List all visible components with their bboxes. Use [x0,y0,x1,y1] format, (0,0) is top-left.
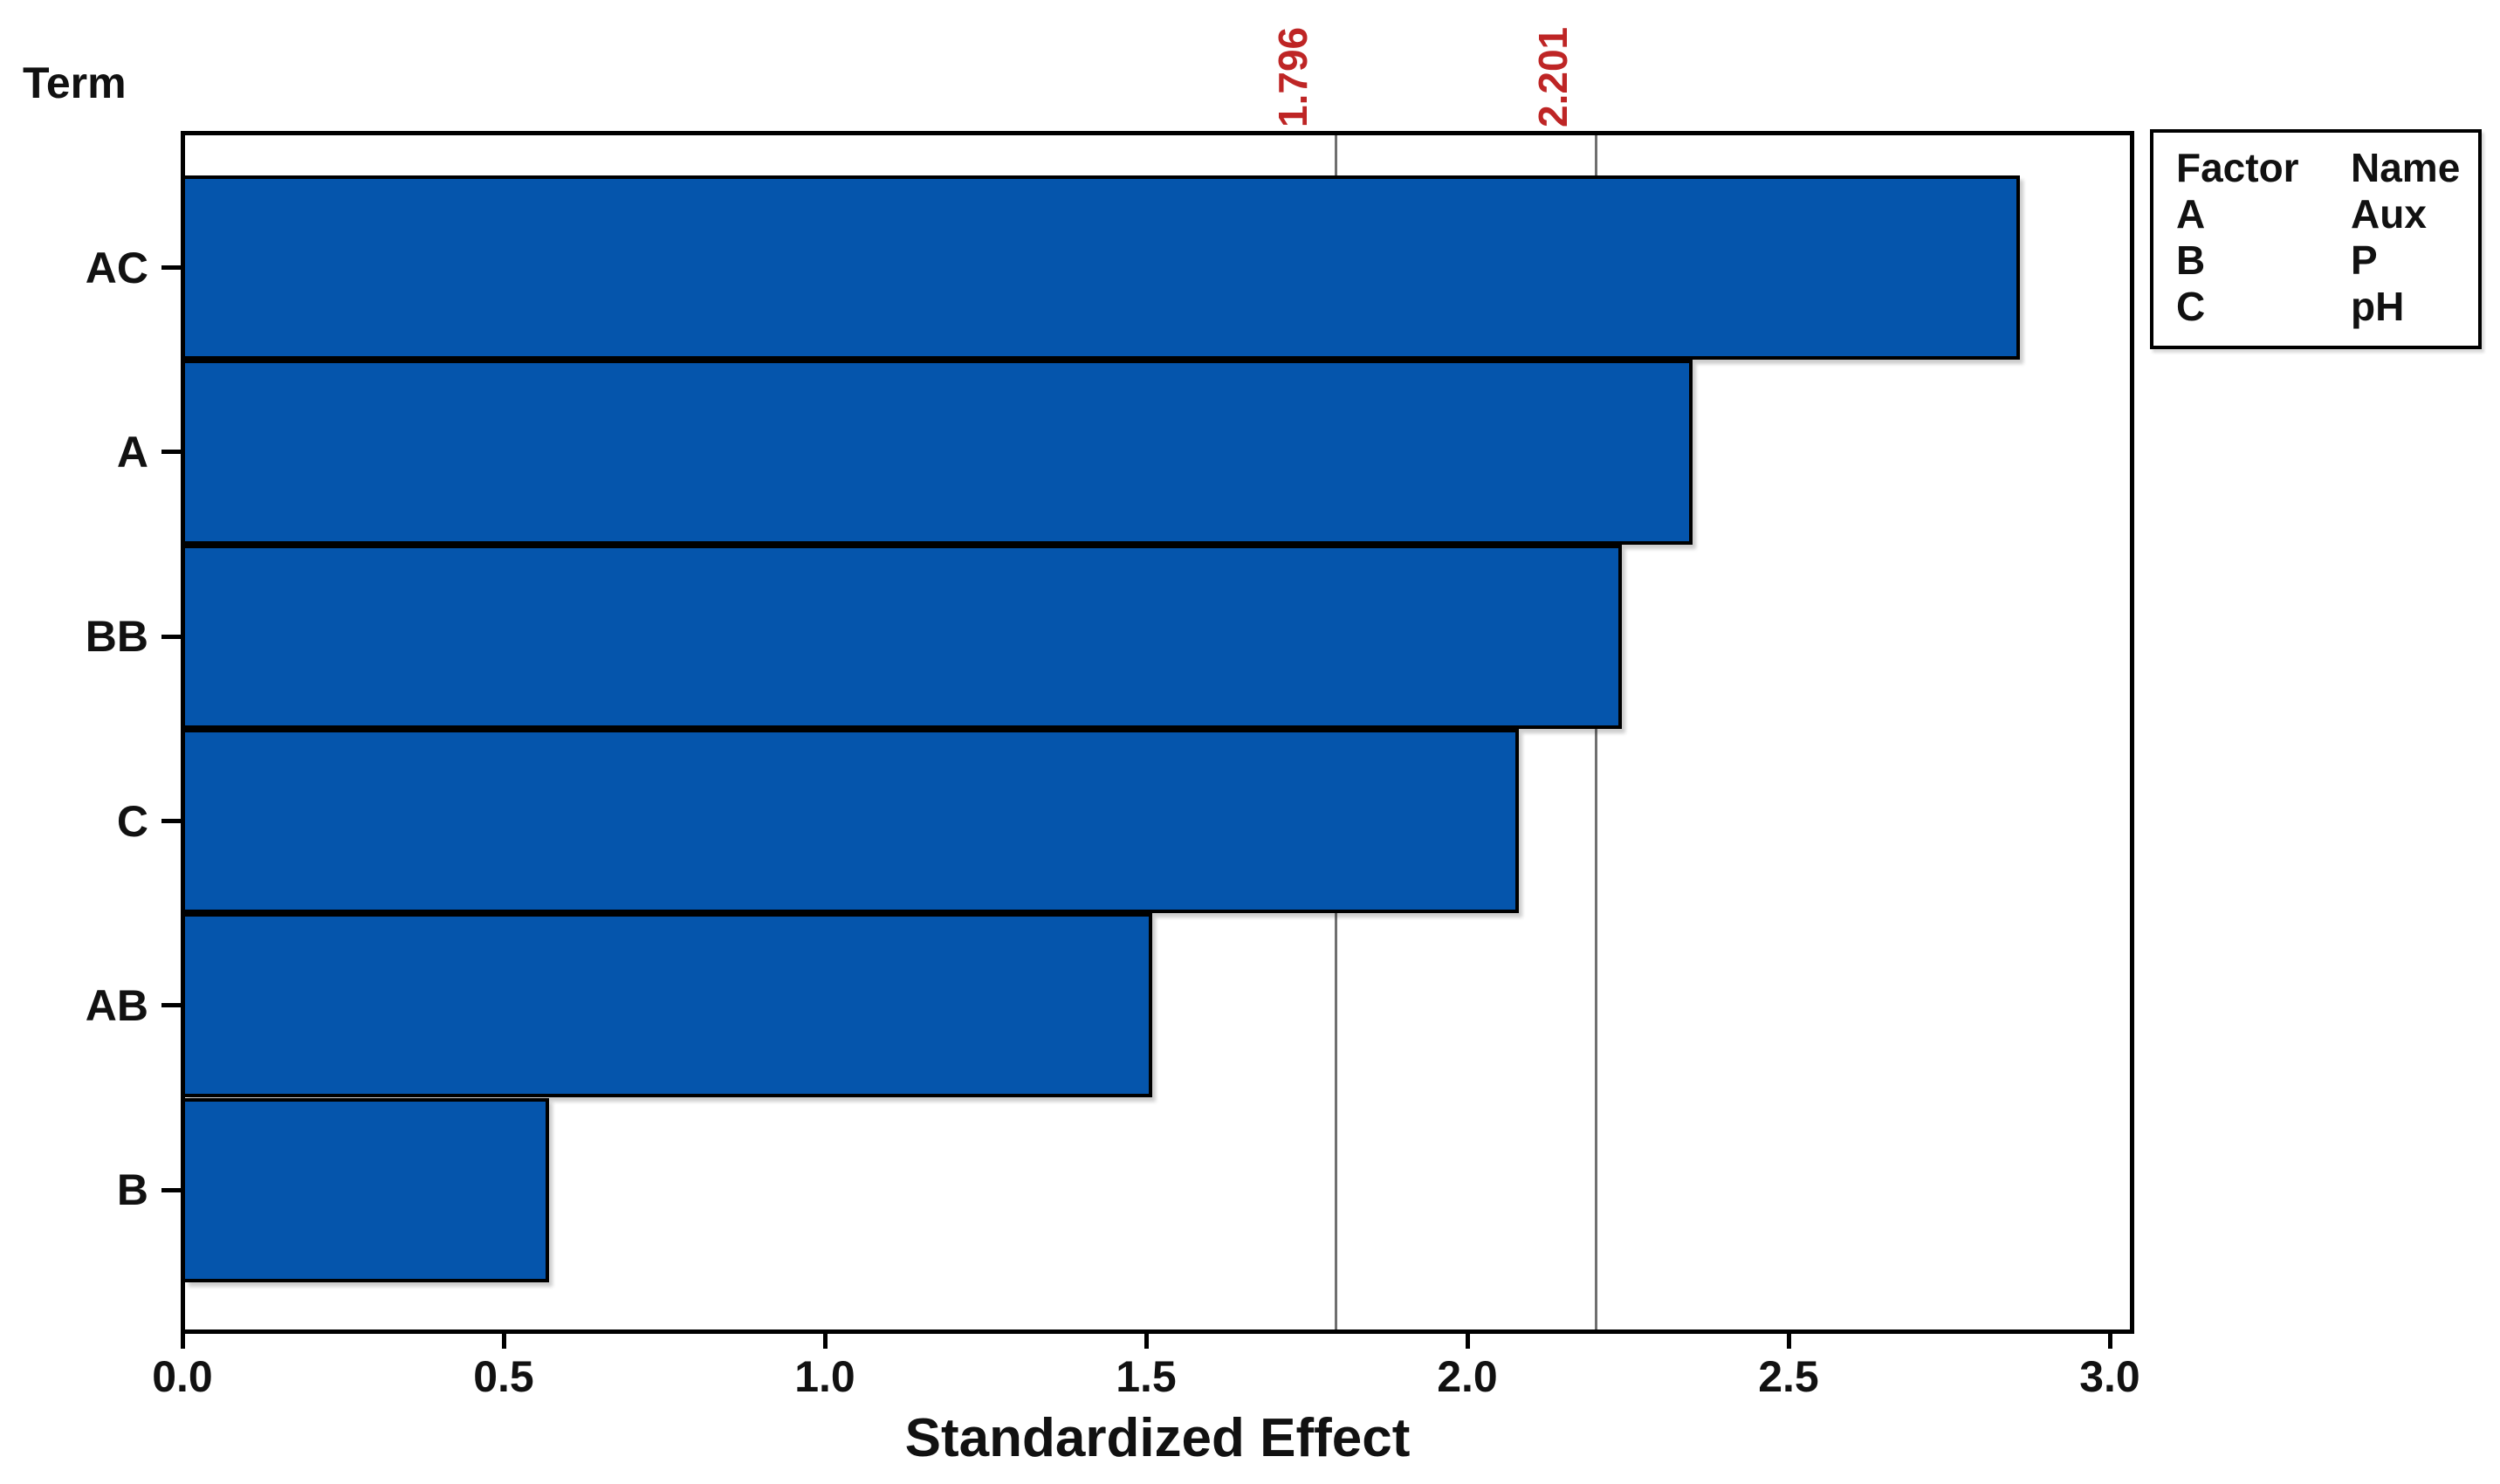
legend-name-cell: Aux [2351,191,2427,237]
legend-name-cell: P [2351,237,2378,283]
y-category-label: BB [85,612,148,662]
legend-factor-cell: B [2176,237,2206,283]
x-axis-title: Standardized Effect [904,1408,1411,1468]
bar-AB [185,913,1153,1098]
y-category-label: AB [85,980,148,1030]
reference-line-label: 1.796 [1269,26,1315,127]
x-tick-label: 2.0 [1437,1352,1498,1401]
x-tick [2107,1334,2112,1349]
bar-BB [185,544,1622,729]
y-tick [161,450,181,455]
bar-AC [185,175,2020,361]
x-tick-label: 0.5 [473,1352,534,1401]
x-tick [1144,1334,1149,1349]
y-tick [161,1187,181,1192]
y-category-label: AC [85,243,148,292]
legend-factor-cell: C [2176,284,2206,329]
x-tick-label: 0.0 [152,1352,213,1401]
legend-header-factor: Factor [2176,145,2299,190]
x-tick [1465,1334,1470,1349]
bar-B [185,1097,549,1282]
y-category-label: C [116,796,148,846]
bar-A [185,360,1693,545]
y-tick [161,265,181,271]
x-tick-label: 1.0 [794,1352,855,1401]
y-category-label: B [116,1165,148,1215]
x-tick-label: 1.5 [1116,1352,1177,1401]
y-tick [161,634,181,639]
legend-factor-cell: A [2176,191,2206,237]
legend-header-name: Name [2351,145,2461,190]
y-tick [161,819,181,824]
x-tick [180,1334,185,1349]
y-axis-title: Term [23,58,127,107]
y-category-label: A [116,427,148,477]
legend-row: A Aux [2176,191,2478,237]
x-tick [822,1334,828,1349]
x-tick-label: 3.0 [2079,1352,2140,1401]
legend-name-cell: pH [2351,284,2405,329]
plot-area [181,131,2134,1334]
x-tick [1786,1334,1791,1349]
legend-header-row: Factor Name [2176,145,2478,191]
reference-line [1595,135,1598,1329]
y-tick [161,1003,181,1008]
bar-C [185,728,1519,914]
reference-line-label: 2.201 [1529,26,1576,127]
x-tick-label: 2.5 [1758,1352,1819,1401]
x-tick [501,1334,506,1349]
